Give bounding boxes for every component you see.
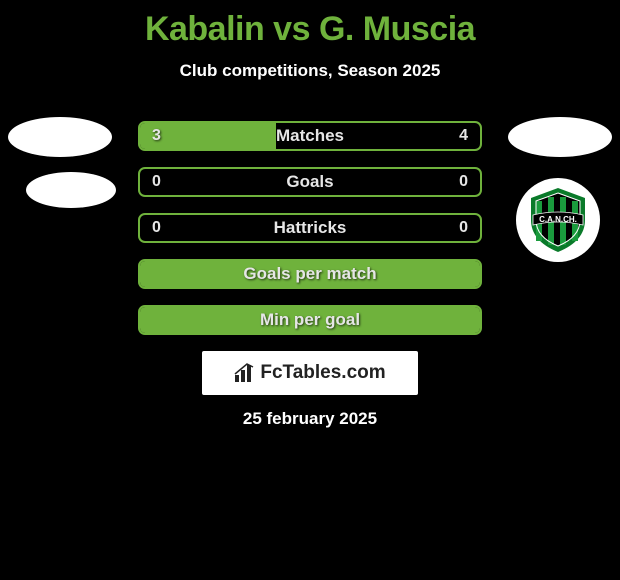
stat-row-matches: 34Matches [138, 121, 482, 151]
footer-date: 25 february 2025 [0, 409, 620, 429]
stat-row-goals: 00Goals [138, 167, 482, 197]
chart-icon [234, 363, 256, 383]
stats-bars: 34Matches 00Goals 00Hattricks Goals per mat… [138, 121, 482, 335]
stat-label: Matches [140, 123, 480, 149]
stat-row-goals-per-match: Goals per match [138, 259, 482, 289]
player-right-avatar [508, 117, 612, 157]
brand-logo: FcTables.com [202, 351, 418, 395]
brand-text: FcTables.com [260, 362, 385, 384]
player-left-avatar [8, 117, 112, 157]
stat-row-min-per-goal: Min per goal [138, 305, 482, 335]
club-left-avatar [26, 172, 116, 208]
stat-row-hattricks: 00Hattricks [138, 213, 482, 243]
stat-label: Goals per match [140, 261, 480, 287]
subtitle: Club competitions, Season 2025 [0, 61, 620, 81]
stat-label: Min per goal [140, 307, 480, 333]
stat-label: Hattricks [140, 215, 480, 241]
page-title: Kabalin vs G. Muscia [0, 10, 620, 49]
stat-label: Goals [140, 169, 480, 195]
club-right-badge: C.A.N.CH. [516, 178, 600, 262]
club-badge-text: C.A.N.CH. [539, 215, 577, 224]
